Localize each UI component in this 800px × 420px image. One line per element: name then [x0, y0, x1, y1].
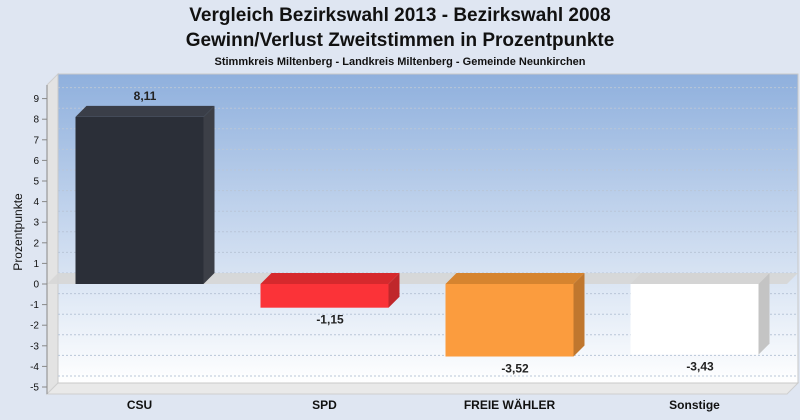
y-axis-label: Prozentpunkte	[11, 193, 25, 271]
bar-3	[445, 273, 585, 357]
bar-front	[75, 116, 204, 285]
bar-1	[75, 105, 215, 285]
bar-top	[630, 273, 770, 284]
data-label: -3,43	[686, 360, 714, 374]
bar-4	[630, 273, 770, 355]
bar-front	[445, 284, 574, 357]
plot-side-wall	[46, 72, 59, 396]
chart-subsubtitle: Stimmkreis Miltenberg - Landkreis Milten…	[214, 56, 585, 68]
y-axis: -5 -4 -3 -2 -1 0 1 2 3 4 5 6 7 8 9	[30, 85, 48, 394]
bar-front	[630, 284, 759, 355]
data-label: 8,11	[134, 89, 157, 103]
x-tick-label: Sonstige	[669, 398, 720, 412]
y-tick-label: -2	[30, 321, 39, 332]
y-tick-label: -4	[30, 362, 39, 373]
x-tick-label: SPD	[312, 398, 337, 412]
y-tick-label: -3	[30, 341, 39, 352]
plot-floor	[45, 382, 800, 395]
y-tick-label: -1	[30, 300, 39, 311]
bar-top	[75, 105, 215, 117]
bar-side	[758, 273, 770, 355]
bars	[75, 105, 770, 357]
data-label: -1,15	[316, 313, 344, 327]
chart-subtitle: Gewinn/Verlust Zweitstimmen in Prozentpu…	[186, 30, 615, 51]
y-tick-label: 9	[33, 94, 39, 105]
labels: 8,11 CSU -1,15 SPD -3,52 FREIE WÄHLER -3,43 Son…	[127, 89, 720, 412]
y-tick-label: -5	[30, 383, 39, 394]
y-tick-label: 8	[33, 115, 39, 126]
grid-lines	[58, 87, 798, 377]
bar-front	[260, 284, 389, 308]
bar-top	[260, 273, 400, 284]
bar-2	[260, 273, 400, 308]
bar-top	[445, 273, 585, 284]
y-tick-label: 3	[33, 218, 39, 229]
chart-title: Vergleich Bezirkswahl 2013 - Bezirkswahl…	[189, 5, 610, 26]
zero-plane	[47, 273, 798, 284]
y-tick-label: 1	[33, 259, 39, 270]
bar-side	[573, 273, 585, 357]
y-tick-label: 6	[33, 156, 39, 167]
bar-side	[388, 273, 400, 308]
x-tick-label: CSU	[127, 398, 152, 412]
y-tick-label: 2	[33, 238, 39, 249]
y-tick-label: 0	[33, 280, 39, 291]
y-tick-label: 4	[33, 197, 39, 208]
bar-side	[203, 105, 215, 285]
y-tick-label: 5	[33, 177, 39, 188]
x-tick-label: FREIE WÄHLER	[464, 397, 556, 412]
y-tick-label: 7	[33, 135, 39, 146]
data-label: -3,52	[501, 362, 529, 376]
